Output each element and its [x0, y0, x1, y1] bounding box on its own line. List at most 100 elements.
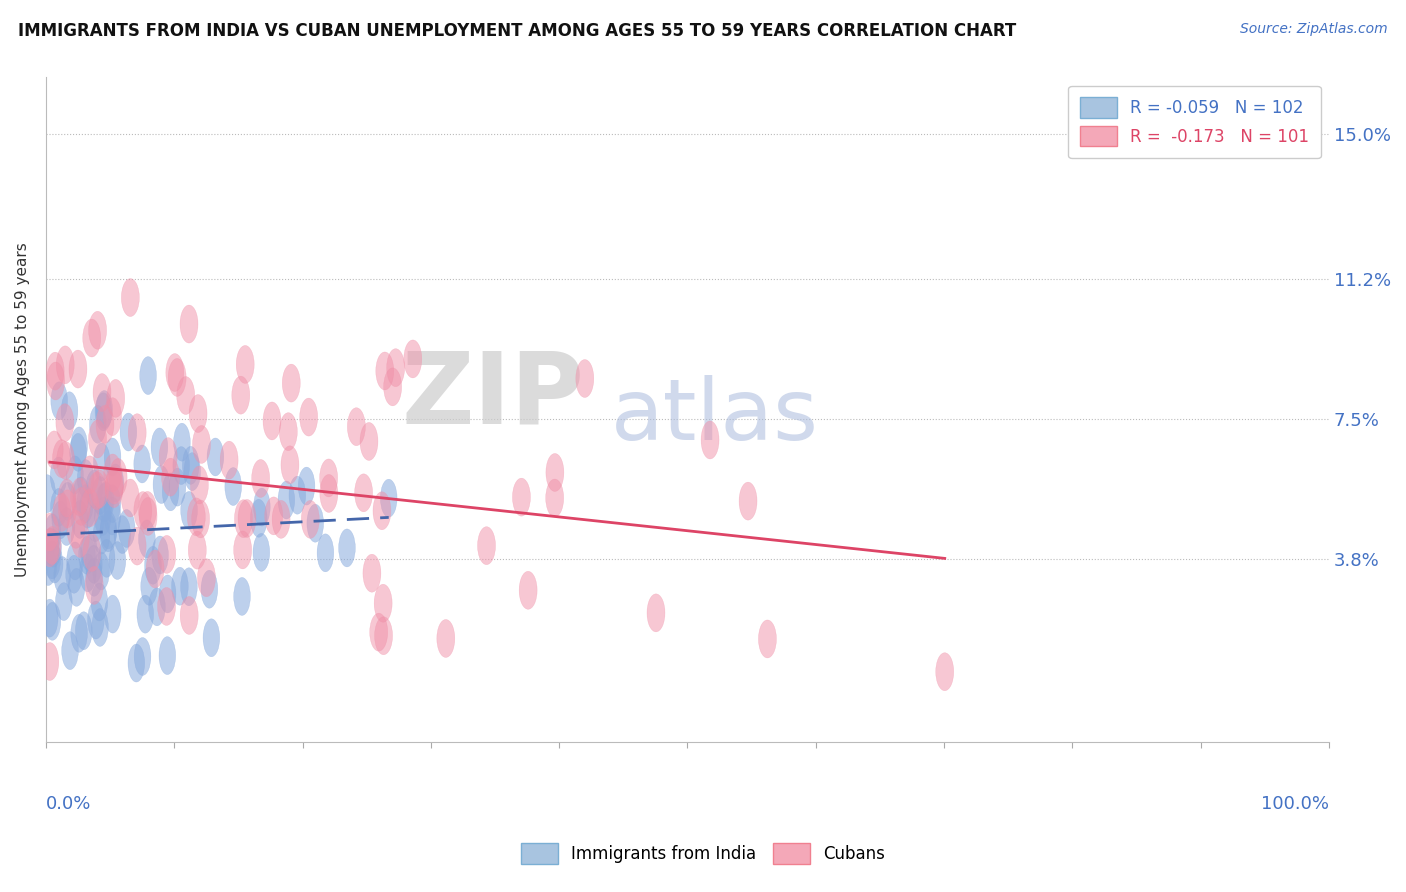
Ellipse shape: [79, 491, 96, 528]
Ellipse shape: [162, 458, 180, 496]
Ellipse shape: [41, 599, 58, 637]
Ellipse shape: [576, 359, 593, 398]
Ellipse shape: [190, 466, 208, 504]
Ellipse shape: [647, 594, 665, 632]
Ellipse shape: [299, 398, 318, 436]
Ellipse shape: [86, 566, 103, 605]
Ellipse shape: [298, 467, 315, 505]
Ellipse shape: [169, 468, 186, 506]
Ellipse shape: [404, 340, 422, 378]
Ellipse shape: [232, 376, 250, 414]
Ellipse shape: [193, 425, 211, 464]
Ellipse shape: [233, 577, 250, 615]
Ellipse shape: [91, 608, 108, 647]
Text: 100.0%: 100.0%: [1261, 795, 1329, 813]
Ellipse shape: [758, 620, 776, 658]
Ellipse shape: [62, 632, 79, 670]
Ellipse shape: [546, 453, 564, 491]
Ellipse shape: [96, 483, 112, 522]
Ellipse shape: [56, 346, 75, 384]
Ellipse shape: [80, 554, 96, 591]
Ellipse shape: [166, 353, 184, 392]
Ellipse shape: [153, 466, 170, 504]
Ellipse shape: [46, 545, 63, 583]
Ellipse shape: [173, 447, 190, 484]
Ellipse shape: [70, 434, 86, 471]
Ellipse shape: [89, 311, 107, 350]
Ellipse shape: [252, 459, 270, 498]
Ellipse shape: [100, 514, 117, 552]
Ellipse shape: [72, 519, 89, 558]
Ellipse shape: [100, 511, 117, 549]
Ellipse shape: [152, 536, 169, 574]
Ellipse shape: [93, 516, 110, 554]
Ellipse shape: [236, 345, 254, 384]
Ellipse shape: [159, 438, 177, 475]
Ellipse shape: [384, 368, 402, 406]
Ellipse shape: [188, 531, 207, 569]
Ellipse shape: [60, 392, 77, 430]
Ellipse shape: [250, 500, 267, 537]
Ellipse shape: [86, 470, 103, 508]
Ellipse shape: [283, 364, 301, 402]
Ellipse shape: [157, 588, 176, 625]
Ellipse shape: [149, 588, 166, 626]
Ellipse shape: [121, 278, 139, 317]
Ellipse shape: [104, 454, 122, 492]
Ellipse shape: [44, 526, 60, 565]
Ellipse shape: [82, 489, 100, 526]
Ellipse shape: [363, 554, 381, 592]
Y-axis label: Unemployment Among Ages 55 to 59 years: Unemployment Among Ages 55 to 59 years: [15, 242, 30, 577]
Ellipse shape: [66, 542, 83, 580]
Ellipse shape: [104, 497, 121, 535]
Ellipse shape: [478, 526, 495, 565]
Ellipse shape: [83, 533, 101, 572]
Ellipse shape: [139, 498, 157, 535]
Ellipse shape: [202, 619, 219, 657]
Ellipse shape: [519, 571, 537, 609]
Ellipse shape: [58, 508, 75, 546]
Ellipse shape: [72, 500, 89, 539]
Ellipse shape: [702, 421, 718, 459]
Ellipse shape: [45, 514, 60, 552]
Ellipse shape: [59, 490, 76, 528]
Ellipse shape: [139, 520, 155, 558]
Ellipse shape: [128, 527, 146, 565]
Ellipse shape: [207, 438, 224, 476]
Ellipse shape: [69, 350, 87, 388]
Ellipse shape: [141, 567, 157, 606]
Ellipse shape: [150, 428, 167, 466]
Ellipse shape: [354, 474, 373, 512]
Ellipse shape: [318, 534, 333, 572]
Ellipse shape: [80, 533, 97, 571]
Ellipse shape: [184, 452, 201, 491]
Ellipse shape: [307, 504, 323, 542]
Ellipse shape: [339, 529, 356, 567]
Ellipse shape: [253, 488, 270, 526]
Ellipse shape: [740, 483, 756, 520]
Ellipse shape: [90, 405, 105, 443]
Ellipse shape: [201, 570, 218, 608]
Ellipse shape: [80, 456, 98, 494]
Ellipse shape: [70, 478, 89, 516]
Ellipse shape: [59, 483, 76, 520]
Ellipse shape: [173, 423, 190, 461]
Ellipse shape: [107, 464, 124, 502]
Ellipse shape: [233, 531, 252, 569]
Ellipse shape: [281, 446, 299, 483]
Ellipse shape: [83, 319, 101, 357]
Ellipse shape: [120, 413, 136, 451]
Ellipse shape: [235, 500, 253, 538]
Ellipse shape: [114, 516, 131, 554]
Ellipse shape: [41, 642, 59, 681]
Ellipse shape: [52, 501, 69, 539]
Ellipse shape: [56, 404, 75, 442]
Ellipse shape: [72, 487, 90, 525]
Ellipse shape: [374, 616, 392, 655]
Ellipse shape: [86, 545, 103, 583]
Ellipse shape: [96, 405, 114, 443]
Ellipse shape: [42, 528, 59, 566]
Ellipse shape: [225, 467, 242, 506]
Ellipse shape: [89, 420, 107, 458]
Ellipse shape: [373, 491, 391, 530]
